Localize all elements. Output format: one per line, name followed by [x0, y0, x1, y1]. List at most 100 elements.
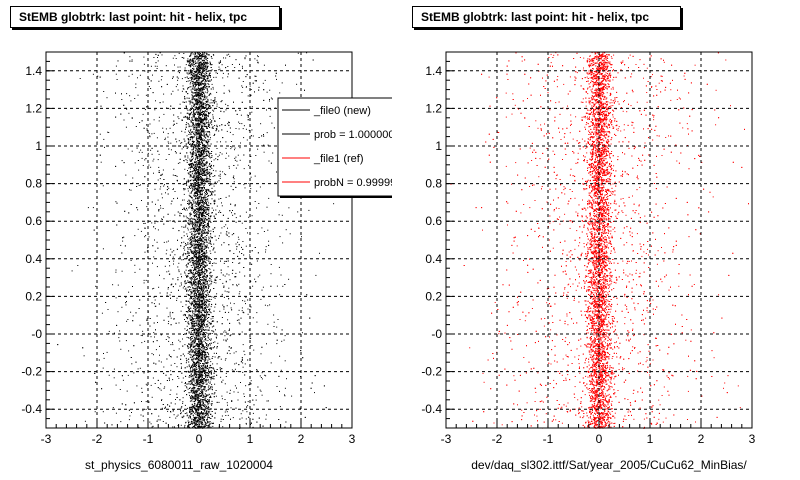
scatter-point [201, 204, 202, 206]
scatter-point [190, 280, 192, 282]
scatter-point [192, 98, 194, 100]
scatter-point [196, 301, 198, 302]
scatter-point [179, 103, 181, 105]
scatter-point [192, 410, 194, 412]
scatter-point [200, 120, 202, 122]
scatter-point [193, 270, 194, 271]
scatter-point [183, 241, 185, 243]
scatter-point [189, 158, 191, 160]
scatter-point [206, 311, 208, 313]
scatter-point [152, 288, 154, 290]
scatter-point [157, 179, 159, 181]
scatter-point [153, 57, 155, 58]
scatter-point [199, 371, 201, 373]
scatter-point [222, 72, 224, 74]
scatter-point [175, 58, 177, 59]
scatter-point [152, 160, 154, 162]
scatter-point [198, 61, 200, 63]
scatter-point [215, 170, 217, 172]
scatter-point [180, 424, 182, 426]
scatter-point [142, 410, 144, 412]
scatter-point [204, 278, 205, 280]
scatter-point [161, 399, 163, 401]
scatter-point [191, 272, 193, 274]
scatter-point [191, 314, 193, 316]
scatter-point [193, 339, 195, 341]
scatter-point [188, 331, 190, 333]
scatter-point [213, 269, 215, 271]
scatter-point [222, 304, 224, 306]
scatter-point [267, 305, 269, 307]
scatter-point [237, 236, 239, 238]
scatter-point [202, 255, 204, 257]
scatter-point [203, 155, 205, 157]
scatter-point [196, 80, 198, 82]
scatter-point [201, 412, 202, 414]
scatter-point [192, 301, 194, 303]
scatter-point [200, 275, 201, 276]
scatter-point [241, 358, 243, 360]
scatter-point [247, 95, 249, 97]
scatter-point [204, 103, 206, 105]
scatter-point [209, 132, 211, 134]
scatter-point [250, 306, 252, 308]
scatter-point [184, 424, 186, 426]
scatter-point [202, 303, 204, 305]
scatter-point [279, 406, 281, 408]
scatter-point [207, 399, 209, 401]
scatter-point [207, 77, 209, 79]
scatter-point [264, 304, 266, 306]
scatter-point [208, 84, 210, 86]
scatter-point [202, 200, 204, 202]
scatter-point [163, 93, 165, 95]
scatter-point [190, 235, 192, 237]
scatter-point [192, 260, 194, 261]
scatter-point [159, 388, 161, 390]
scatter-point [216, 205, 218, 207]
scatter-point [223, 57, 224, 59]
scatter-point [185, 243, 186, 244]
scatter-point [184, 328, 186, 330]
scatter-point [170, 291, 172, 293]
scatter-point [180, 301, 182, 303]
scatter-point [208, 286, 209, 288]
scatter-point [199, 404, 200, 406]
scatter-point [137, 94, 139, 96]
scatter-point [228, 274, 230, 276]
scatter-point [193, 256, 195, 258]
scatter-point [211, 157, 213, 158]
scatter-point [164, 137, 166, 139]
scatter-point [189, 164, 191, 166]
scatter-point [218, 180, 220, 182]
scatter-point [203, 168, 205, 169]
scatter-point [198, 169, 200, 171]
scatter-point [200, 99, 202, 101]
scatter-point [197, 107, 199, 108]
scatter-point [282, 242, 284, 244]
scatter-point [165, 128, 167, 130]
scatter-point [176, 84, 178, 86]
scatter-point [144, 109, 146, 111]
scatter-point [169, 394, 171, 395]
scatter-point [204, 149, 206, 151]
scatter-point [191, 82, 193, 84]
scatter-point [204, 363, 206, 365]
scatter-point [199, 82, 201, 84]
scatter-point [194, 290, 196, 292]
scatter-point [236, 160, 238, 162]
scatter-point [197, 73, 199, 75]
scatter-point [216, 148, 218, 149]
scatter-point [205, 131, 207, 133]
scatter-point [197, 195, 198, 196]
scatter-point [189, 409, 191, 411]
scatter-point [193, 405, 195, 406]
scatter-point [218, 154, 220, 156]
scatter-point [205, 390, 207, 392]
scatter-point [206, 277, 208, 279]
scatter-point [191, 209, 193, 211]
scatter-point [314, 392, 315, 394]
scatter-point [206, 223, 208, 225]
scatter-point [191, 179, 193, 181]
scatter-point [188, 167, 190, 169]
scatter-point [203, 396, 205, 398]
